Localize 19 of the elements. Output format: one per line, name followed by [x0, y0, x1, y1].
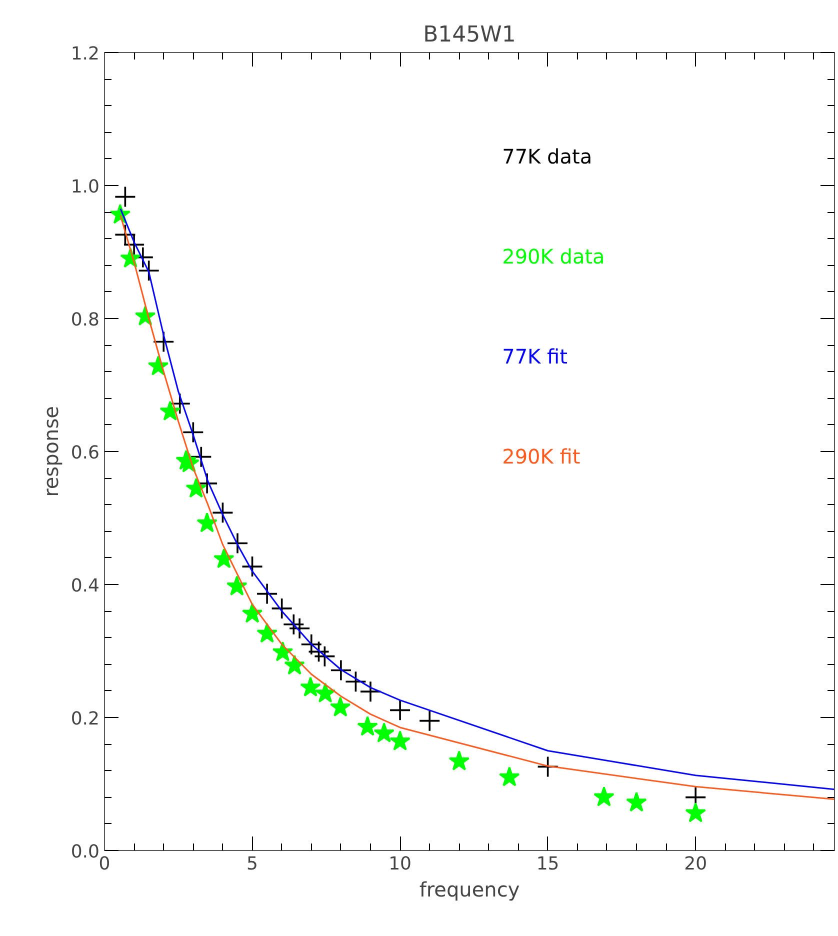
y-tick-label: 0.2	[70, 708, 100, 730]
x-tick-label: 0	[98, 854, 110, 874]
y-tick-label: 0.0	[70, 842, 100, 862]
y-tick-label: 0.4	[70, 576, 100, 596]
y-tick-label: 1.2	[70, 44, 100, 64]
text: 77K data	[502, 144, 592, 168]
x-tick-label: 10	[388, 854, 412, 874]
text: 77K fit	[502, 344, 568, 368]
y-tick-label: 0.6	[70, 442, 100, 464]
x-tick-label: 15	[536, 854, 560, 874]
x-axis-title: frequency	[419, 878, 520, 902]
text: 290K fit	[502, 444, 580, 468]
y-tick-label: 0.8	[70, 310, 100, 330]
y-axis-title: response	[38, 406, 63, 497]
y-tick-label: 1.0	[70, 176, 100, 198]
x-tick-label: 20	[684, 854, 708, 874]
x-tick-label: 5	[246, 854, 258, 874]
text: 290K data	[502, 244, 605, 268]
chart-title: B145W1	[423, 22, 516, 48]
